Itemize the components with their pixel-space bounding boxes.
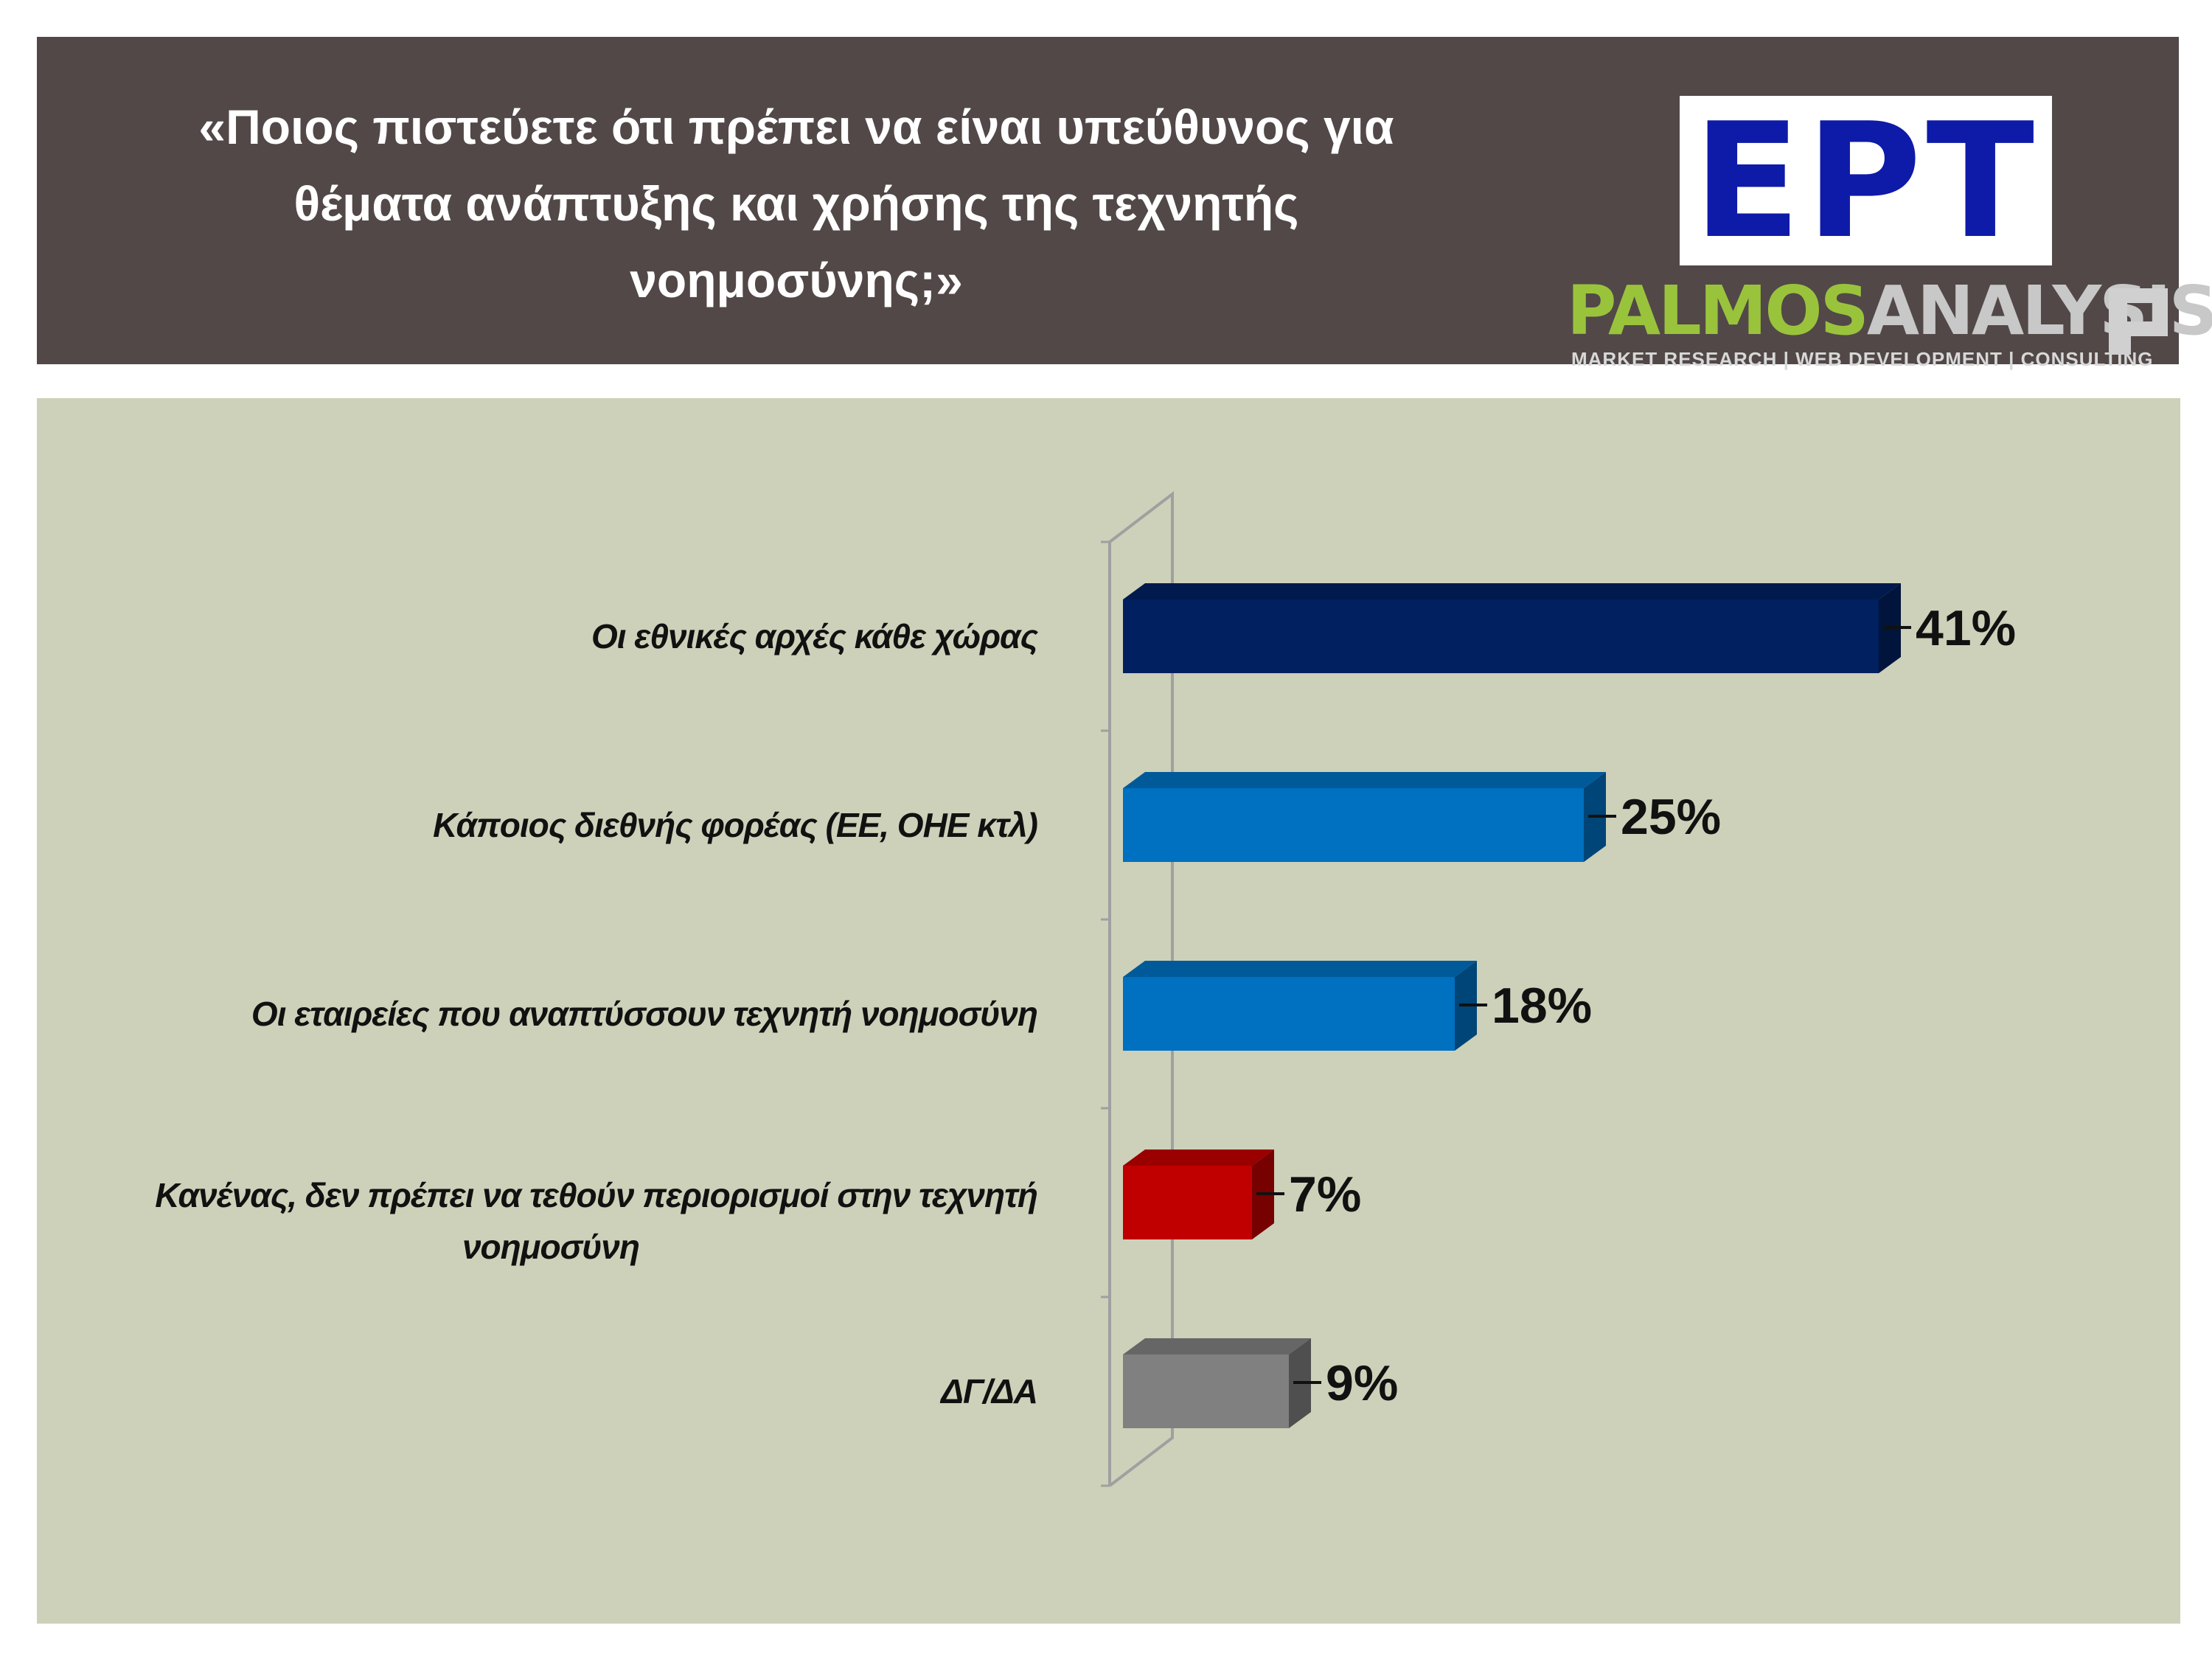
category-label-line: Κανένας, δεν πρέπει να τεθούν περιορισμο… <box>155 1176 1038 1214</box>
data-label: 7% <box>1289 1166 1361 1222</box>
page-title: «Ποιος πιστεύετε ότι πρέπει να είναι υπε… <box>96 88 1497 319</box>
title-line: νοημοσύνης;» <box>630 253 963 307</box>
bar <box>1123 599 1879 673</box>
category-label-line: Κάποιος διεθνής φορέας (ΕΕ, ΟΗΕ κτλ) <box>433 806 1038 844</box>
category-label: Οι εθνικές αρχές κάθε χώρας <box>591 611 1038 662</box>
title-line: «Ποιος πιστεύετε ότι πρέπει να είναι υπε… <box>198 100 1394 154</box>
palmos-analysis-logo: PALMOSANALYSIS MARKET RESEARCH | WEB DEV… <box>1567 271 2212 397</box>
bar <box>1123 1166 1252 1239</box>
data-label: 25% <box>1621 789 1721 845</box>
bar <box>1123 977 1455 1051</box>
data-label: 41% <box>1916 600 2016 656</box>
palmos-square-icon <box>2109 288 2168 355</box>
bar-top-face <box>1123 1338 1311 1354</box>
bar-top-face <box>1123 772 1606 788</box>
category-label-line: ΔΓ/ΔΑ <box>941 1372 1038 1411</box>
ert-logo-text: ΕΡΤ <box>1692 88 2039 274</box>
data-label: 18% <box>1492 978 1592 1034</box>
palmos-logo-part1: PALMOS <box>1567 271 1869 350</box>
category-label: Οι εταιρείες που αναπτύσσουν τεχνητή νοη… <box>251 988 1038 1040</box>
ert-logo: ΕΡΤ <box>1680 88 2052 274</box>
bar-top-face <box>1123 1150 1274 1166</box>
data-label: 9% <box>1326 1355 1398 1411</box>
header-banner: «Ποιος πιστεύετε ότι πρέπει να είναι υπε… <box>37 37 2212 370</box>
bar-top-face <box>1123 583 1901 599</box>
chart-panel: 41% 25% 18% 7% 9% Οι εθνικές αρχές κάθε χώρα… <box>37 398 2180 1624</box>
bar <box>1123 1354 1289 1428</box>
category-label-line: νοημοσύνη <box>462 1228 640 1266</box>
category-label: ΔΓ/ΔΑ <box>941 1366 1038 1417</box>
category-label: Κάποιος διεθνής φορέας (ΕΕ, ΟΗΕ κτλ) <box>433 799 1038 851</box>
title-line: θέματα ανάπτυξης και χρήσης της τεχνητής <box>293 176 1299 231</box>
category-label: Κανένας, δεν πρέπει να τεθούν περιορισμο… <box>155 1169 1038 1273</box>
bar <box>1123 788 1584 862</box>
category-label-line: Οι εταιρείες που αναπτύσσουν τεχνητή νοη… <box>251 995 1038 1033</box>
bar-top-face <box>1123 961 1477 977</box>
palmos-logo-tagline: MARKET RESEARCH | WEB DEVELOPMENT | CONS… <box>1571 348 2154 370</box>
category-label-line: Οι εθνικές αρχές κάθε χώρας <box>591 617 1038 655</box>
bar-chart: 41% 25% 18% 7% 9% <box>1101 490 2016 1487</box>
